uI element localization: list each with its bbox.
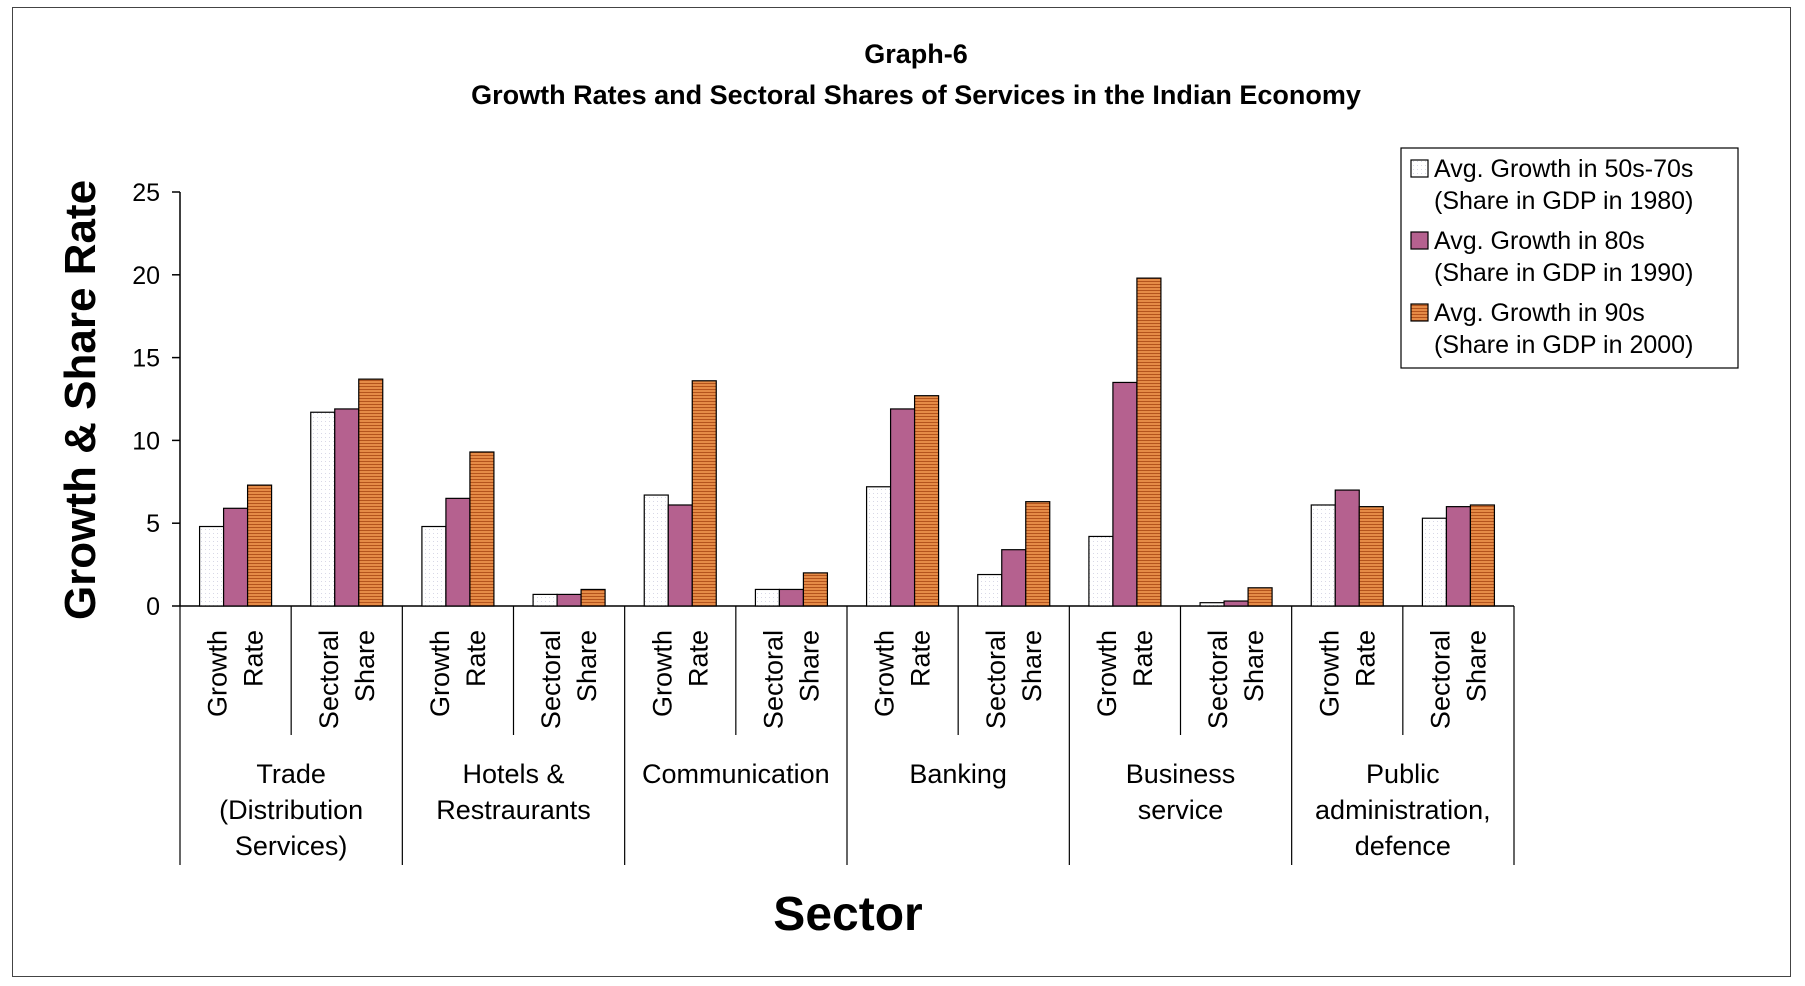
bar	[1247, 587, 1273, 607]
bar	[334, 408, 360, 607]
chart-subtitle: Growth Rates and Sectoral Shares of Serv…	[471, 80, 1361, 110]
x-axis-title: Sector	[773, 888, 922, 941]
group-label: Business	[1126, 759, 1236, 789]
subcategory-label: Sectoral	[1425, 630, 1455, 729]
subcategory-label: Sectoral	[1203, 630, 1233, 729]
bar	[1310, 504, 1336, 607]
subcategory-label: Growth	[647, 630, 677, 717]
subcategory-label: Share	[1461, 630, 1491, 702]
bar	[643, 494, 669, 607]
legend-swatch	[1410, 231, 1429, 250]
legend-label: Avg. Growth in 50s-70s	[1434, 155, 1693, 183]
bar	[1223, 600, 1249, 607]
legend-label: (Share in GDP in 1980)	[1434, 187, 1693, 215]
bar	[691, 380, 717, 607]
bar	[222, 507, 249, 607]
bar	[1001, 549, 1027, 607]
y-tick-label: 20	[132, 262, 160, 290]
legend-box	[1400, 147, 1739, 369]
group-label: Services)	[235, 831, 348, 861]
subcategory-label: Growth	[1092, 630, 1122, 717]
subcategory-label: Share	[350, 630, 380, 702]
subcategory-label: Share	[572, 630, 602, 702]
group-label: defence	[1355, 831, 1451, 861]
bar	[865, 486, 892, 607]
legend-label: (Share in GDP in 2000)	[1434, 331, 1693, 359]
bar	[1358, 506, 1384, 607]
bar	[556, 593, 582, 607]
bar	[1334, 489, 1360, 607]
legend-label: Avg. Growth in 90s	[1434, 299, 1645, 327]
y-tick-label: 15	[132, 345, 160, 373]
bar	[358, 378, 384, 607]
subcategory-label: Growth	[425, 630, 455, 717]
legend-label: (Share in GDP in 1990)	[1434, 259, 1693, 287]
subcategory-label: Rate	[1350, 630, 1380, 687]
group-label: Public	[1366, 759, 1440, 789]
subcategory-label: Sectoral	[314, 630, 344, 729]
bar	[977, 573, 1003, 607]
subcategory-label: Rate	[461, 630, 491, 687]
bar	[580, 588, 606, 607]
bar	[889, 408, 916, 607]
group-label: Communication	[642, 759, 830, 789]
subcategory-label: Sectoral	[981, 630, 1011, 729]
group-label: Restraurants	[436, 795, 591, 825]
bar	[421, 525, 447, 607]
bar	[310, 411, 336, 607]
bar	[198, 525, 225, 607]
legend-label: Avg. Growth in 80s	[1434, 227, 1645, 255]
legend: Avg. Growth in 50s-70s (Share in GDP in 1…	[1400, 147, 1739, 369]
subcategory-label: Rate	[1128, 630, 1158, 687]
subcategory-label: Growth	[203, 630, 233, 717]
y-tick-label: 0	[146, 593, 160, 621]
bar	[1469, 504, 1496, 607]
subcategory-label: Sectoral	[536, 630, 566, 729]
legend-swatch	[1410, 159, 1429, 178]
subcategory-label: Share	[1017, 630, 1047, 702]
group-label: Hotels &	[462, 759, 564, 789]
bar	[754, 588, 781, 607]
group-label: Banking	[909, 759, 1007, 789]
subcategory-label: Growth	[870, 630, 900, 717]
bar	[1199, 602, 1225, 607]
chart-title: Graph-6	[864, 39, 968, 69]
subcategory-label: Rate	[906, 630, 936, 687]
bar	[778, 588, 805, 607]
subcategory-label: Rate	[683, 630, 713, 687]
subcategory-label: Rate	[239, 630, 269, 687]
bar	[246, 484, 273, 607]
legend-swatch	[1410, 303, 1429, 322]
subcategory-label: Share	[794, 630, 824, 702]
bar	[1445, 506, 1472, 607]
bar	[1112, 381, 1138, 607]
group-label: Trade	[256, 759, 326, 789]
y-tick-label: 5	[146, 510, 160, 538]
group-label: service	[1138, 795, 1224, 825]
subcategory-label: Growth	[1314, 630, 1344, 717]
bar	[1088, 535, 1114, 607]
y-tick-label: 25	[132, 179, 160, 207]
group-label: administration,	[1315, 795, 1491, 825]
bar	[1136, 277, 1162, 607]
y-axis-title: Growth & Share Rate	[56, 180, 105, 620]
bar	[469, 451, 495, 607]
group-label: (Distribution	[219, 795, 363, 825]
bar	[445, 497, 471, 607]
y-tick-label: 10	[132, 427, 160, 455]
subcategory-label: Sectoral	[758, 630, 788, 729]
bar	[532, 593, 558, 607]
bar	[1025, 501, 1051, 607]
bar	[1421, 517, 1448, 607]
bar	[802, 572, 829, 607]
bar	[913, 395, 940, 607]
subcategory-label: Share	[1239, 630, 1269, 702]
bar	[667, 504, 693, 607]
